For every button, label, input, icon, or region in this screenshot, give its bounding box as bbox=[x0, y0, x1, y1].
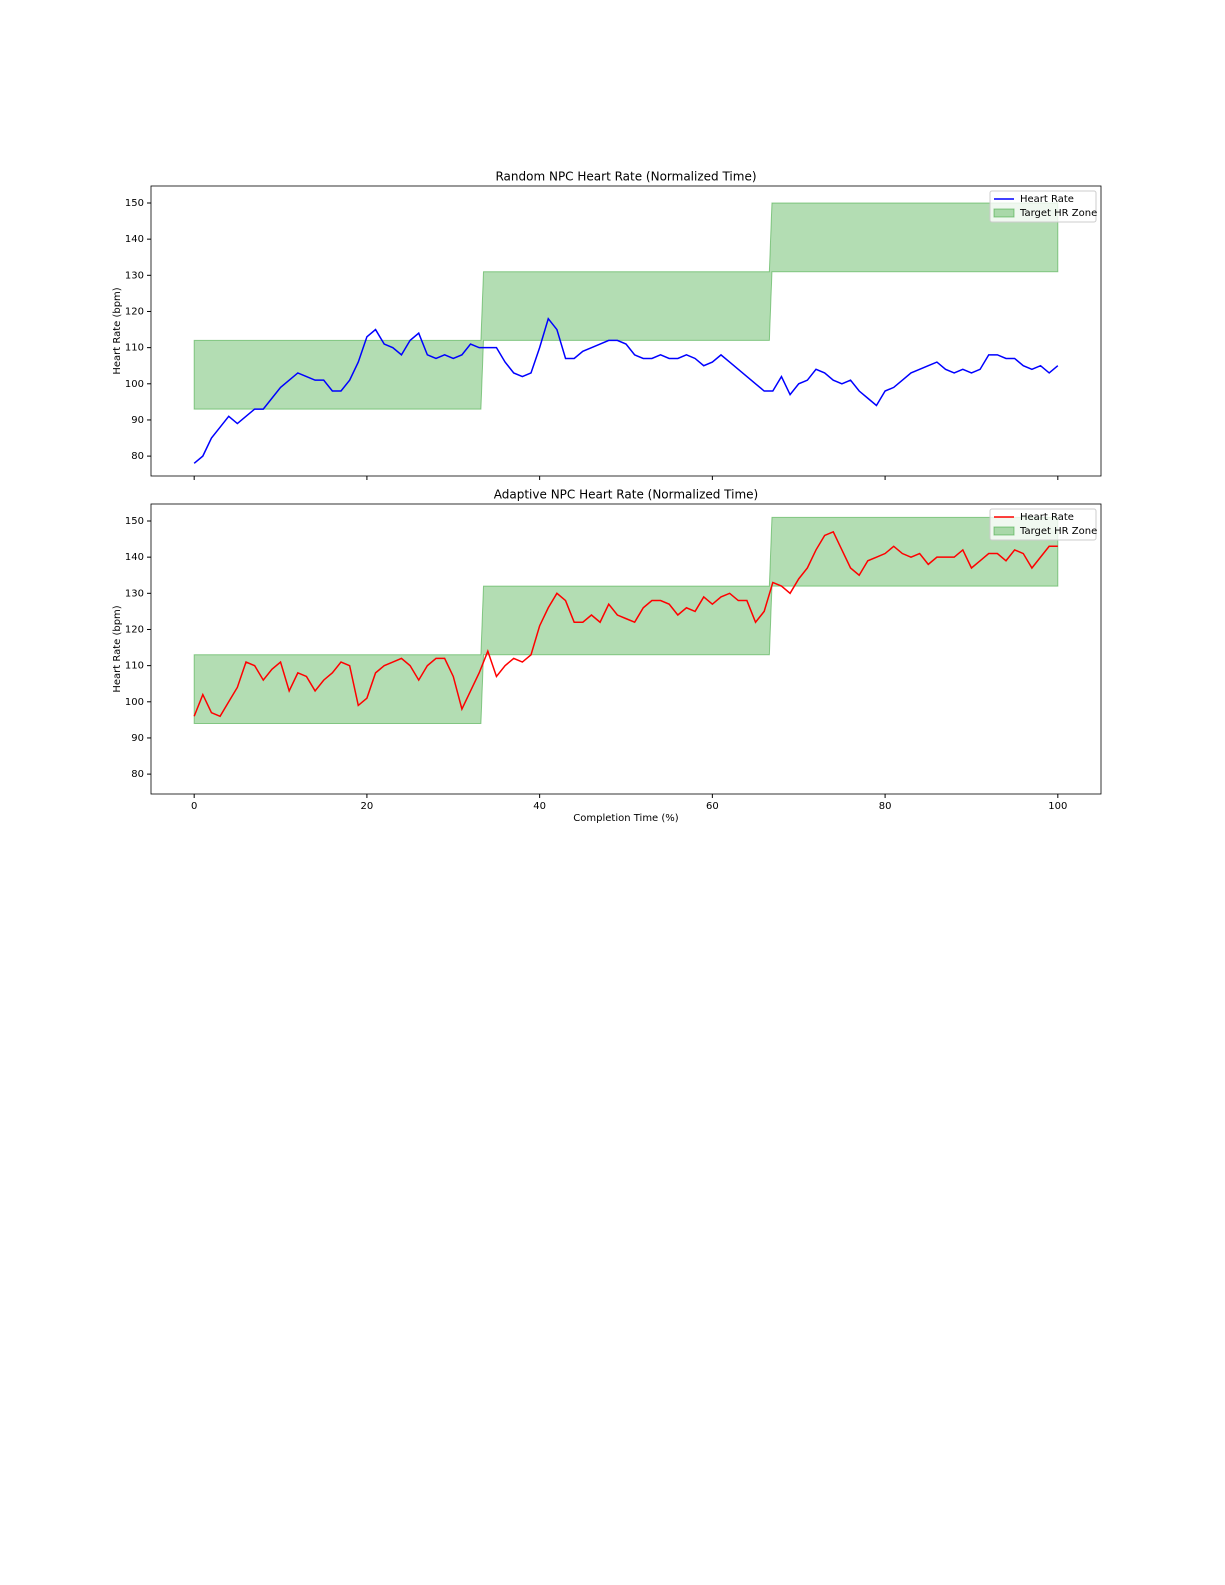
legend-label: Target HR Zone bbox=[1019, 526, 1097, 537]
y-tick-label: 150 bbox=[125, 198, 144, 209]
x-tick-label: 80 bbox=[879, 801, 892, 812]
heart-rate-line bbox=[193, 317, 1059, 464]
legend-box bbox=[989, 508, 1097, 541]
y-tick-label: 120 bbox=[125, 306, 144, 317]
x-tick-label: 100 bbox=[1048, 801, 1067, 812]
y-tick-label: 140 bbox=[125, 234, 144, 245]
axes-frame bbox=[150, 503, 1102, 795]
axes-frame bbox=[150, 185, 1102, 477]
y-tick-label: 90 bbox=[131, 415, 144, 426]
chart-title: Adaptive NPC Heart Rate (Normalized Time… bbox=[494, 488, 758, 502]
y-tick-label: 130 bbox=[125, 270, 144, 281]
legend-label: Heart Rate bbox=[1020, 194, 1074, 205]
x-tick-label: 20 bbox=[361, 801, 374, 812]
chart-title: Random NPC Heart Rate (Normalized Time) bbox=[495, 170, 756, 184]
y-tick-label: 90 bbox=[131, 733, 144, 744]
legend-label: Heart Rate bbox=[1020, 512, 1074, 523]
heart-rate-line bbox=[193, 530, 1058, 718]
y-tick-label: 130 bbox=[125, 588, 144, 599]
x-tick-label: 40 bbox=[533, 801, 546, 812]
x-tick-label: 0 bbox=[191, 801, 197, 812]
legend-swatch bbox=[993, 526, 1015, 536]
legend-box bbox=[989, 190, 1097, 223]
y-tick-label: 120 bbox=[125, 624, 144, 635]
y-axis-label: Heart Rate (bpm) bbox=[112, 287, 123, 374]
y-tick-label: 140 bbox=[125, 552, 144, 563]
target-zone bbox=[193, 202, 1059, 410]
x-tick-label: 60 bbox=[706, 801, 719, 812]
target-zone bbox=[193, 516, 1059, 724]
legend-swatch bbox=[993, 208, 1015, 218]
legend-label: Target HR Zone bbox=[1019, 208, 1097, 219]
y-tick-label: 100 bbox=[125, 379, 144, 390]
y-tick-label: 80 bbox=[131, 769, 144, 780]
y-tick-label: 110 bbox=[125, 661, 144, 672]
y-tick-label: 100 bbox=[125, 697, 144, 708]
y-tick-label: 150 bbox=[125, 516, 144, 527]
y-axis-label: Heart Rate (bpm) bbox=[112, 605, 123, 692]
y-tick-label: 80 bbox=[131, 451, 144, 462]
y-tick-label: 110 bbox=[125, 343, 144, 354]
x-axis-label: Completion Time (%) bbox=[573, 813, 679, 824]
